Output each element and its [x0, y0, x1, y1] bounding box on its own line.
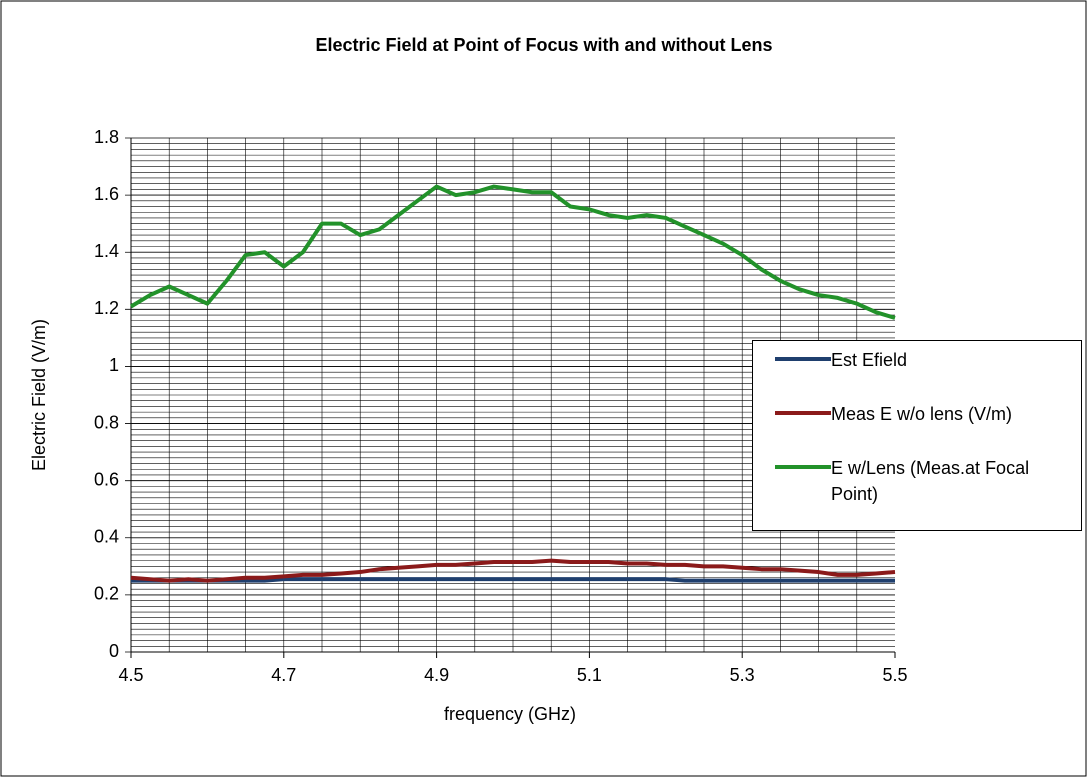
y-axis-label: Electric Field (V/m): [29, 319, 49, 471]
y-tick-label: 1.4: [94, 241, 119, 261]
y-tick-label: 0.2: [94, 584, 119, 604]
series-line: [131, 577, 895, 583]
y-tick-label: 0.6: [94, 469, 119, 489]
legend: Est Efield Meas E w/o lens (V/m) E w/Lens …: [752, 340, 1082, 531]
legend-entry: E w/Lens (Meas.at Focal Point): [753, 455, 1071, 507]
y-tick-label: 1.8: [94, 127, 119, 147]
x-tick-label: 4.9: [424, 665, 449, 685]
y-tick-label: 0: [109, 641, 119, 661]
legend-label: E w/Lens (Meas.at Focal Point): [831, 458, 1030, 504]
legend-swatch: [775, 411, 831, 415]
y-tick-label: 1.2: [94, 298, 119, 318]
x-tick-label: 5.5: [882, 665, 907, 685]
y-tick-label: 1: [109, 355, 119, 375]
legend-label: Est Efield: [831, 350, 908, 370]
y-tick-label: 0.4: [94, 527, 119, 547]
y-tick-label: 1.6: [94, 184, 119, 204]
legend-entry: Est Efield: [753, 347, 1071, 373]
series-line: [130, 558, 896, 583]
legend-swatch: [775, 465, 831, 469]
x-tick-label: 5.1: [577, 665, 602, 685]
y-tick-label: 0.8: [94, 412, 119, 432]
legend-swatch: [775, 357, 831, 361]
x-tick-label: 4.7: [271, 665, 296, 685]
x-tick-label: 5.3: [730, 665, 755, 685]
chart-title: Electric Field at Point of Focus with an…: [315, 35, 772, 55]
legend-entry: Meas E w/o lens (V/m): [753, 401, 1071, 427]
x-axis-label: frequency (GHz): [444, 704, 576, 724]
legend-label: Meas E w/o lens (V/m): [831, 404, 1013, 424]
series-line: [129, 184, 896, 320]
x-tick-label: 4.5: [118, 665, 143, 685]
